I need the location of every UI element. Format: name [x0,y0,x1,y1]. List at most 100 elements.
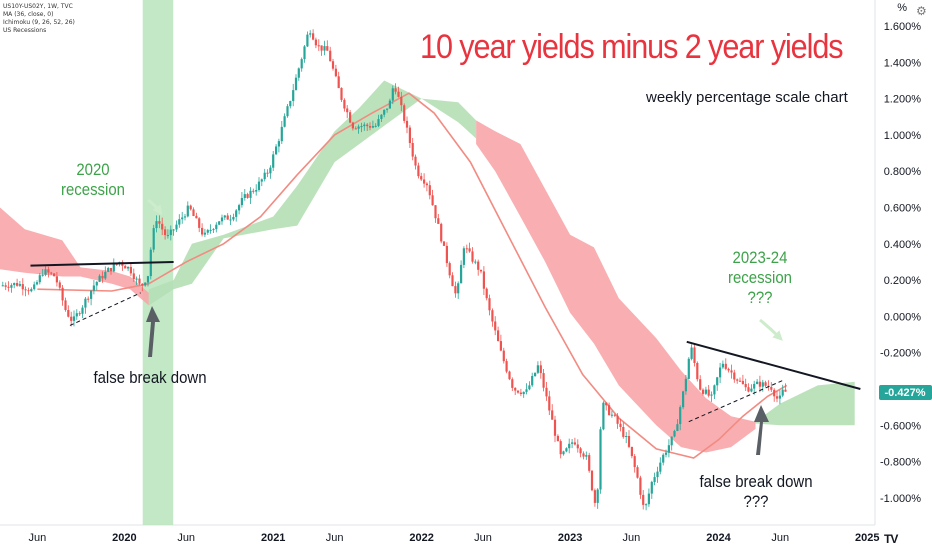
header-symbol: US10Y-US02Y, 1W, TVC [3,3,73,10]
recession-2020-arrow [147,198,163,216]
candle-body [260,179,263,182]
candle-body [716,377,719,386]
candle-body [699,379,702,390]
candle-body [366,124,369,127]
candle-body [329,50,332,62]
candle-body [357,126,360,129]
candle-body [553,419,557,436]
candle-body [599,429,602,490]
candle-body [294,77,298,91]
candle-body [206,230,209,233]
candle-body [320,45,323,51]
candle-body [690,347,693,359]
candle-body [636,467,639,478]
candle-body [397,91,400,97]
candle-body [229,219,232,221]
candle-body [753,383,756,389]
chart-subtitle: weekly percentage scale chart [646,89,848,106]
header-ichimoku-indicator[interactable]: Ichimoku (9, 26, 52, 26) [3,19,75,26]
ichimoku-cloud-0-1 [476,120,756,453]
candle-body [588,455,591,471]
false-break-arrow-2 [754,405,769,455]
candle-body [448,263,451,276]
candle-body [215,224,218,230]
candle-body [169,229,172,236]
settings-gear-icon[interactable]: ⚙ [916,4,927,18]
header-recessions-indicator[interactable]: US Recessions [3,27,47,34]
candle-body [659,462,662,472]
candle-body [377,119,380,126]
candle-body [129,266,132,274]
candle-body [568,443,571,449]
axis-unit-label: % [897,2,907,14]
y-tick-label: 0.400% [884,239,922,251]
candle-body [181,217,184,220]
candle-body [47,269,50,273]
candle-body [383,109,386,115]
candle-body [565,448,568,452]
candle-body [38,275,41,283]
candle-body [24,289,27,291]
candle-body [425,183,428,186]
y-tick-label: 0.800% [884,166,922,178]
y-tick-label: 0.600% [884,203,922,215]
candle-body [724,363,727,369]
y-tick-label: -0.800% [880,457,921,469]
candle-body [536,365,539,373]
candle-body [602,402,605,430]
candle-body [235,210,238,217]
candle-body [431,195,434,206]
candle-body [255,190,258,192]
candle-body [13,283,16,286]
candle-body [195,215,198,219]
price-axis-area[interactable] [875,0,932,550]
candle-body [556,435,559,442]
candle-body [161,223,164,230]
candle-body [212,229,215,231]
candle-body [70,316,73,321]
candle-body [374,125,377,127]
candle-body [482,271,485,289]
candle-body [462,248,465,265]
candle-body [773,389,776,397]
candle-body [386,108,389,110]
x-tick-label: 2025 [855,532,879,544]
x-tick-label: 2023 [558,532,582,544]
candle-body [608,405,611,415]
candle-body [141,283,144,286]
candle-body [349,112,352,123]
tradingview-logo-icon[interactable]: TV [884,532,898,546]
candle-body [138,278,141,284]
candle-body [491,310,494,322]
candle-body [312,33,315,40]
candle-body [545,387,548,397]
candle-body [479,269,483,272]
candle-body [619,423,622,427]
candle-body [243,194,246,198]
candle-body [124,265,127,269]
ichimoku-cloud-1-1 [755,381,855,426]
y-tick-label: 1.600% [884,21,922,33]
candle-body [50,272,53,274]
candle-body [405,120,409,128]
candle-body [457,283,460,294]
x-tick-label: 2022 [409,532,433,544]
candle-body [434,205,437,219]
candle-body [246,194,249,198]
candle-body [474,261,477,263]
candle-body [297,68,300,78]
candle-body [30,289,33,292]
candle-body [408,127,411,143]
candle-body [72,316,76,321]
candle-body [460,264,463,284]
candle-body [112,263,115,272]
candle-body [750,388,753,392]
x-tick-label: Jun [623,532,641,544]
candle-body [639,477,642,495]
header-ma-indicator[interactable]: MA (36, close, 0) [3,11,54,18]
candle-body [61,287,64,301]
candle-body [1,285,4,287]
candle-body [277,141,280,147]
candle-body [203,232,206,235]
